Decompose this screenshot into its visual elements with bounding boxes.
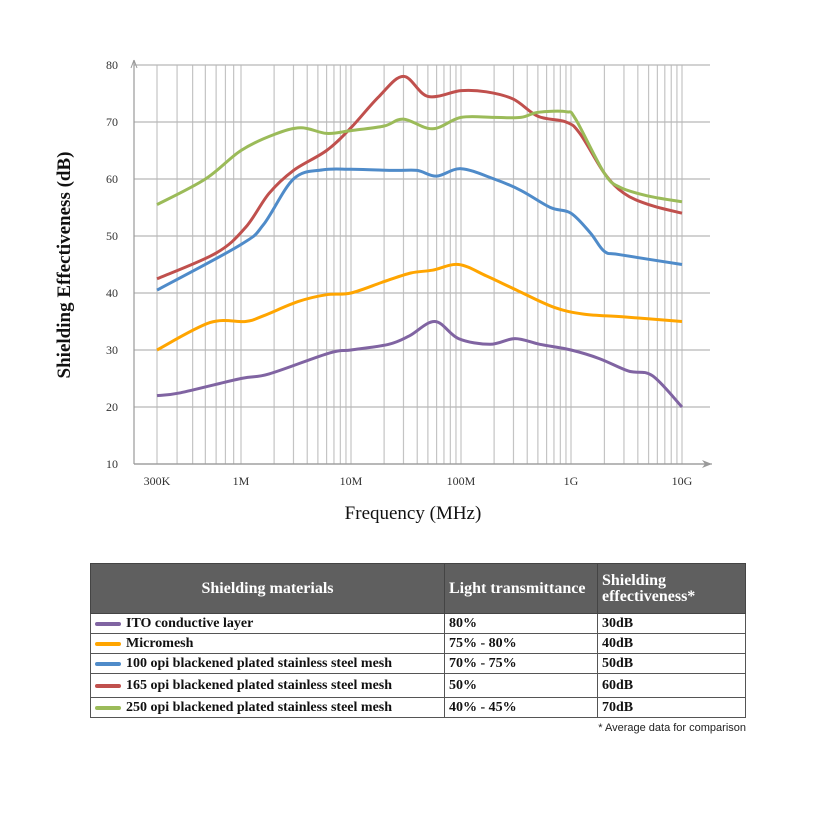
table-header: Shielding materials Light transmittance … [90,563,746,614]
y-tick-label: 20 [106,400,118,414]
y-tick-label: 40 [106,286,118,300]
x-tick-label: 100M [447,474,476,488]
legend-swatch [95,661,121,666]
y-tick-label: 30 [106,343,118,357]
transmittance-cell: 50% [444,673,598,698]
y-tick-label: 70 [106,115,118,129]
x-tick-label: 1G [564,474,579,488]
material-cell: 250 opi blackened plated stainless steel… [90,697,445,718]
material-cell: 100 opi blackened plated stainless steel… [90,653,445,674]
material-name: Micromesh [126,636,194,651]
effectiveness-cell: 70dB [597,697,746,718]
table-row: 250 opi blackened plated stainless steel… [90,697,746,718]
y-axis-label: Shielding Effectiveness (dB) [54,152,75,379]
table-row: 100 opi blackened plated stainless steel… [90,653,746,674]
series-line-3 [156,167,683,292]
x-tick-label: 300K [144,474,171,488]
tick-labels: 10 20 30 40 50 60 70 80 300K 1M 10M 100M 1G 10G [106,58,693,488]
table-row: Micromesh 75% - 80% 40dB [90,633,746,654]
material-name: 165 opi blackened plated stainless steel… [126,678,393,693]
transmittance-cell: 70% - 75% [444,653,598,674]
materials-table: Shielding materials Light transmittance … [90,563,746,718]
legend-swatch [95,683,121,688]
material-cell: Micromesh [90,633,445,654]
effectiveness-cell: 60dB [597,673,746,698]
material-name: ITO conductive layer [126,616,254,631]
material-name: 250 opi blackened plated stainless steel… [126,700,393,715]
transmittance-cell: 75% - 80% [444,633,598,654]
series-line-2 [156,262,683,352]
transmittance-cell: 40% - 45% [444,697,598,718]
legend-swatch [95,621,121,626]
y-tick-label: 80 [106,58,118,72]
y-tick-label: 10 [106,457,118,471]
legend-swatch [95,705,121,710]
x-tick-label: 10G [672,474,693,488]
table-row: ITO conductive layer 80% 30dB [90,613,746,634]
y-axis-arrow-icon [130,59,138,69]
shielding-chart: 10 20 30 40 50 60 70 80 300K 1M 10M 100M 1G 10G Shiel… [54,58,712,524]
y-tick-label: 50 [106,229,118,243]
effectiveness-cell: 30dB [597,613,746,634]
x-tick-label: 10M [340,474,363,488]
effectiveness-cell: 40dB [597,633,746,654]
header-transmittance: Light transmittance [444,563,598,614]
x-axis-arrow-icon [702,460,712,468]
material-cell: 165 opi blackened plated stainless steel… [90,673,445,698]
header-effectiveness: Shielding effectiveness* [597,563,746,614]
series-lines [156,74,684,409]
legend-swatch [95,641,121,646]
series-line-5 [156,109,683,206]
x-axis-label: Frequency (MHz) [345,503,482,524]
series-line-1 [156,320,684,409]
footnote: * Average data for comparison [598,722,746,734]
material-cell: ITO conductive layer [90,613,445,634]
axes [130,59,712,468]
transmittance-cell: 80% [444,613,598,634]
material-name: 100 opi blackened plated stainless steel… [126,656,393,671]
table-row: 165 opi blackened plated stainless steel… [90,673,746,698]
y-tick-label: 60 [106,172,118,186]
header-materials: Shielding materials [90,563,445,614]
x-tick-label: 1M [233,474,250,488]
effectiveness-cell: 50dB [597,653,746,674]
